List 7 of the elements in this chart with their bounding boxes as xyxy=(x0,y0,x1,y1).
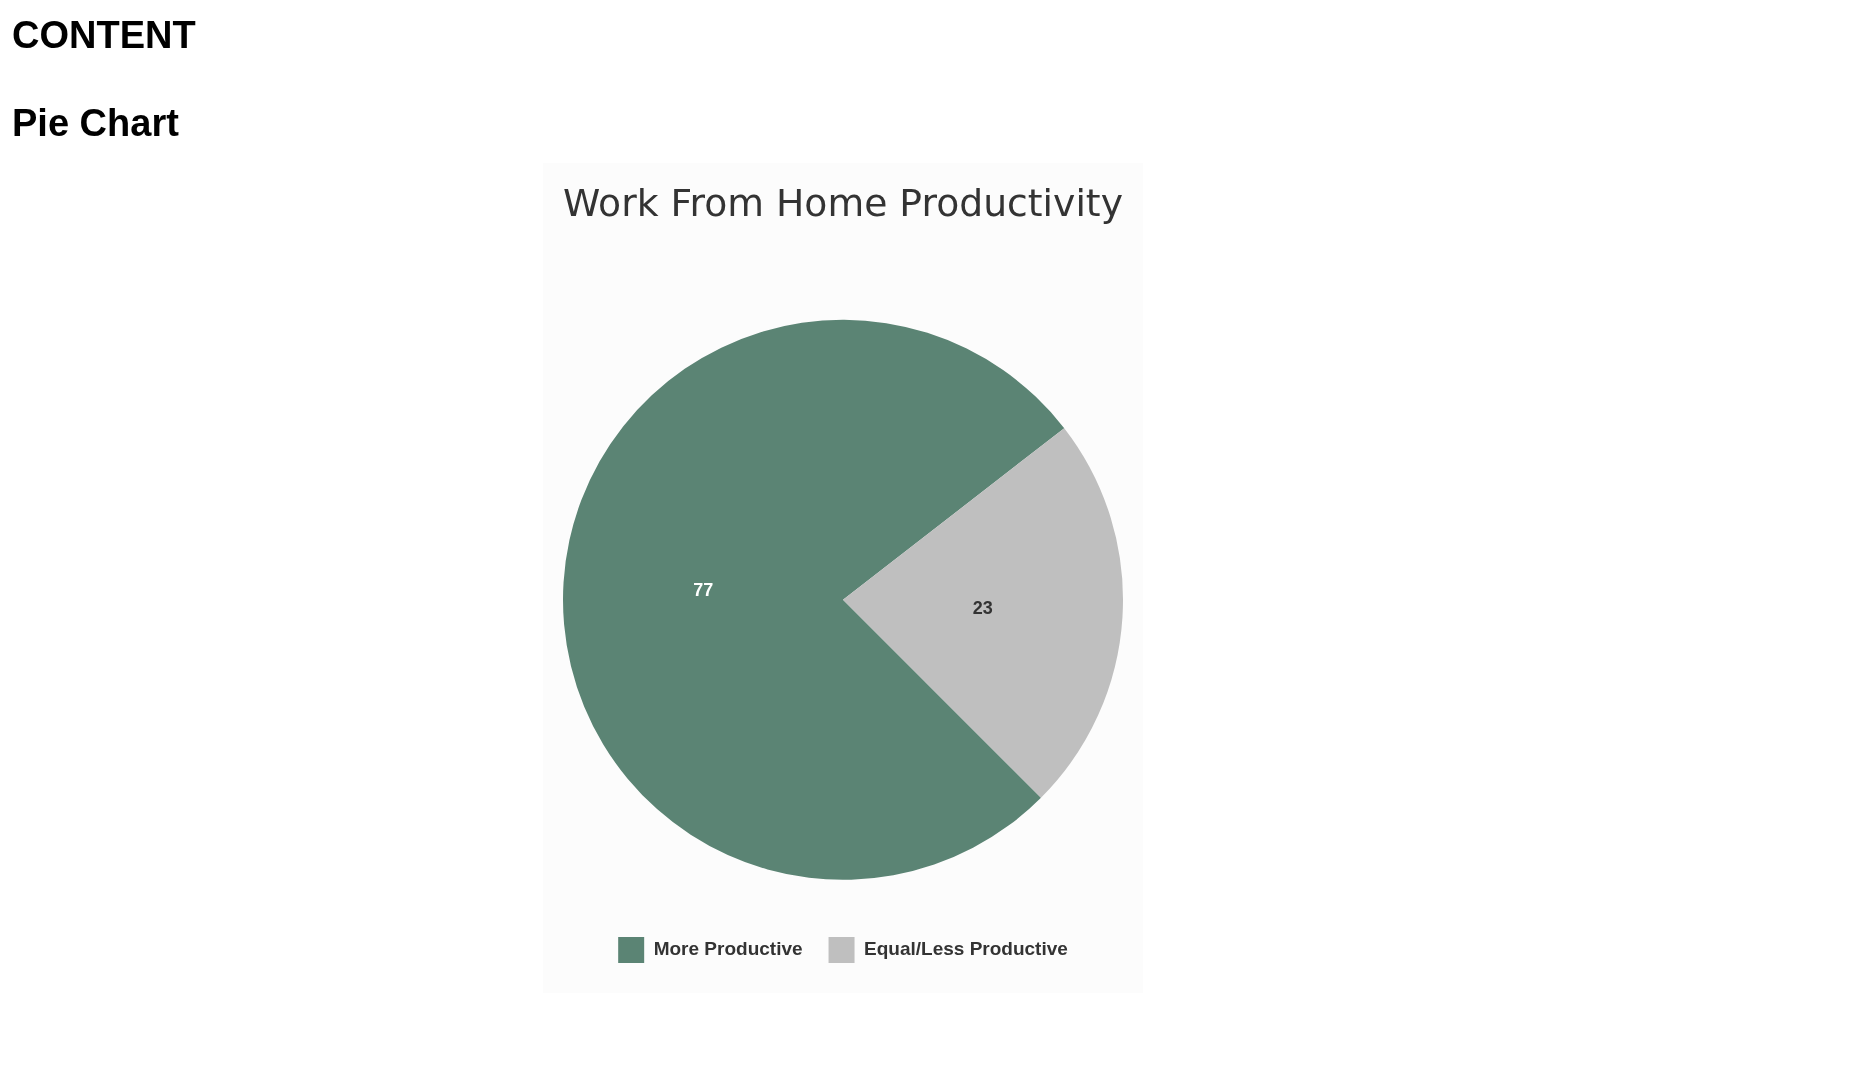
text: CONTENT xyxy=(12,14,196,57)
text: Pie Chart xyxy=(12,102,179,145)
chart-title: Work From Home Productivity xyxy=(563,180,1123,225)
legend-label: Equal/Less Productive xyxy=(864,938,1068,960)
data-label: 77 xyxy=(693,579,714,600)
legend-label: More Productive xyxy=(653,938,803,960)
data-label: 23 xyxy=(972,597,993,618)
